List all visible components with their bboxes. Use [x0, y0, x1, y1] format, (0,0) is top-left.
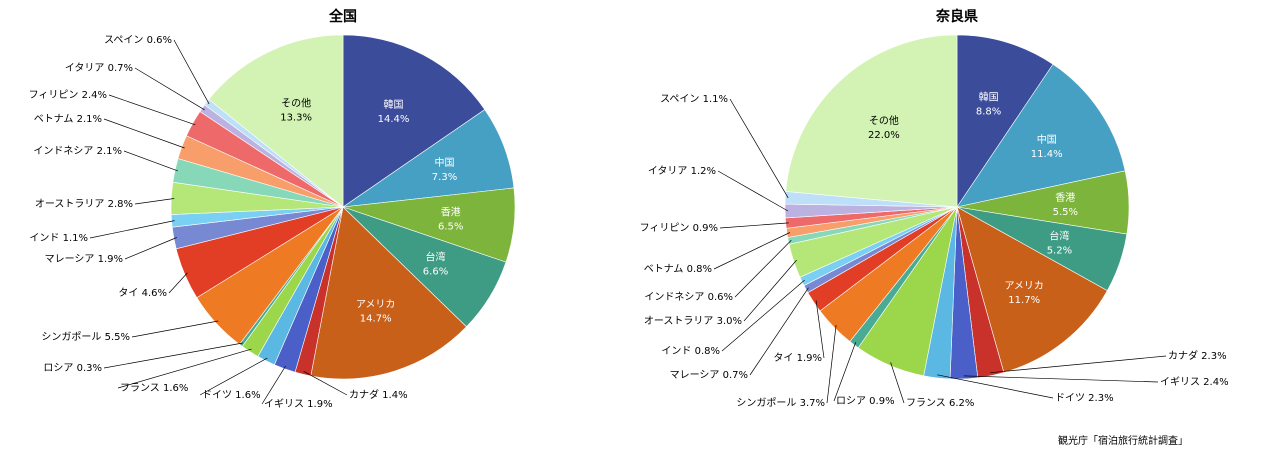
pie-slice: [956, 63, 1126, 208]
slice-label: イギリス 1.9%: [264, 398, 333, 410]
leader-line: [131, 320, 219, 338]
leader-line: [721, 279, 805, 352]
slice-value-label: 5.2%: [1047, 245, 1072, 256]
slice-label: カナダ 1.4%: [349, 388, 408, 401]
slice-label: マレーシア 0.7%: [670, 370, 748, 381]
chart-title: 奈良県: [935, 8, 978, 25]
leader-line: [990, 355, 1167, 374]
slice-label: イタリア 1.2%: [648, 165, 716, 177]
pie-slice: [208, 34, 344, 208]
leader-line: [734, 240, 792, 298]
slice-value-label: 11.7%: [1008, 295, 1040, 306]
slice-value-label: 14.7%: [360, 313, 392, 324]
slice-label: シンガポール 3.7%: [736, 397, 825, 409]
leader-line: [826, 325, 837, 404]
slice-label: フランス 6.2%: [906, 397, 974, 409]
slice-label: アメリカ: [356, 298, 396, 310]
leader-line: [117, 348, 252, 389]
leader-line: [168, 272, 188, 294]
slice-label: タイ 4.6%: [118, 287, 167, 299]
slice-label: その他: [869, 114, 899, 127]
slice-label: アメリカ: [1004, 280, 1044, 292]
slice-label: オーストラリア 3.0%: [644, 315, 742, 327]
leader-line: [963, 375, 1159, 383]
source-note: 観光庁「宿泊旅行統計調査」: [1058, 434, 1188, 447]
slice-label: ロシア 0.3%: [43, 363, 102, 374]
slice-label: ドイツ 1.6%: [202, 390, 261, 401]
slice-label: 香港: [1055, 192, 1075, 204]
slice-label: ロシア 0.9%: [836, 396, 895, 407]
leader-line: [103, 118, 185, 149]
pie-slice: [342, 34, 486, 208]
slice-label: フィリピン 0.9%: [640, 222, 718, 234]
slice-label: 中国: [435, 156, 455, 169]
leader-line: [124, 237, 177, 260]
slice-label: インド 0.8%: [661, 346, 720, 357]
slice-label: カナダ 2.3%: [1168, 349, 1227, 362]
slice-label: 韓国: [979, 91, 999, 103]
leader-line: [815, 300, 825, 359]
slice-value-label: 6.5%: [438, 222, 463, 233]
leader-line: [937, 374, 1054, 399]
slice-label: 韓国: [384, 99, 404, 111]
chart-title: 全国: [328, 8, 357, 25]
leader-line: [173, 39, 210, 105]
slice-label: シンガポール 5.5%: [41, 331, 130, 343]
slice-value-label: 7.3%: [432, 172, 457, 183]
leader-line: [729, 98, 789, 199]
slice-label: 台湾: [1049, 229, 1069, 242]
slice-value-label: 22.0%: [868, 130, 900, 141]
slice-label: インド 1.1%: [29, 233, 88, 244]
slice-label: ベトナム 0.8%: [644, 263, 712, 275]
slice-label: フィリピン 2.4%: [29, 89, 107, 101]
slice-value-label: 8.8%: [976, 106, 1001, 117]
pie-slice: [310, 206, 467, 380]
leader-line: [89, 220, 175, 239]
slice-label: スペイン 1.1%: [660, 94, 728, 105]
slice-label: インドネシア 0.6%: [644, 291, 733, 303]
slice-label: イギリス 2.4%: [1160, 376, 1229, 388]
leader-line: [717, 170, 789, 212]
slice-label: 中国: [1037, 133, 1057, 146]
leader-line: [713, 232, 791, 270]
leader-line: [103, 342, 243, 369]
slice-label: マレーシア 1.9%: [45, 254, 123, 265]
slice-value-label: 6.6%: [423, 267, 448, 278]
slice-label: ドイツ 2.3%: [1055, 393, 1114, 404]
pie-slice: [956, 206, 1108, 373]
leader-line: [890, 362, 905, 404]
leader-line: [743, 259, 797, 322]
slice-value-label: 11.4%: [1031, 149, 1063, 160]
slice-label: インドネシア 2.1%: [33, 145, 122, 157]
slice-label: タイ 1.9%: [773, 352, 822, 364]
leader-line: [123, 150, 179, 172]
slice-value-label: 13.3%: [280, 112, 312, 123]
slice-label: オーストラリア 2.8%: [35, 198, 133, 210]
pie-slice: [956, 34, 1054, 208]
leader-line: [719, 222, 789, 229]
pie-slice: [785, 34, 958, 208]
slice-label: スペイン 0.6%: [104, 35, 172, 46]
slice-label: その他: [281, 96, 311, 109]
slice-value-label: 14.4%: [378, 114, 410, 125]
slice-value-label: 5.5%: [1053, 207, 1078, 218]
leader-line: [134, 67, 205, 111]
leader-line: [108, 94, 196, 126]
leader-line: [833, 342, 857, 402]
slice-label: ベトナム 2.1%: [34, 113, 102, 125]
leader-line: [199, 357, 268, 396]
leader-line: [261, 365, 286, 405]
slice-label: 香港: [441, 207, 461, 219]
slice-label: イタリア 0.7%: [65, 62, 133, 74]
leader-line: [303, 370, 348, 396]
leader-line: [749, 287, 809, 376]
leader-line: [134, 198, 175, 205]
slice-label: 台湾: [426, 251, 446, 264]
slice-label: フランス 1.6%: [120, 382, 188, 394]
